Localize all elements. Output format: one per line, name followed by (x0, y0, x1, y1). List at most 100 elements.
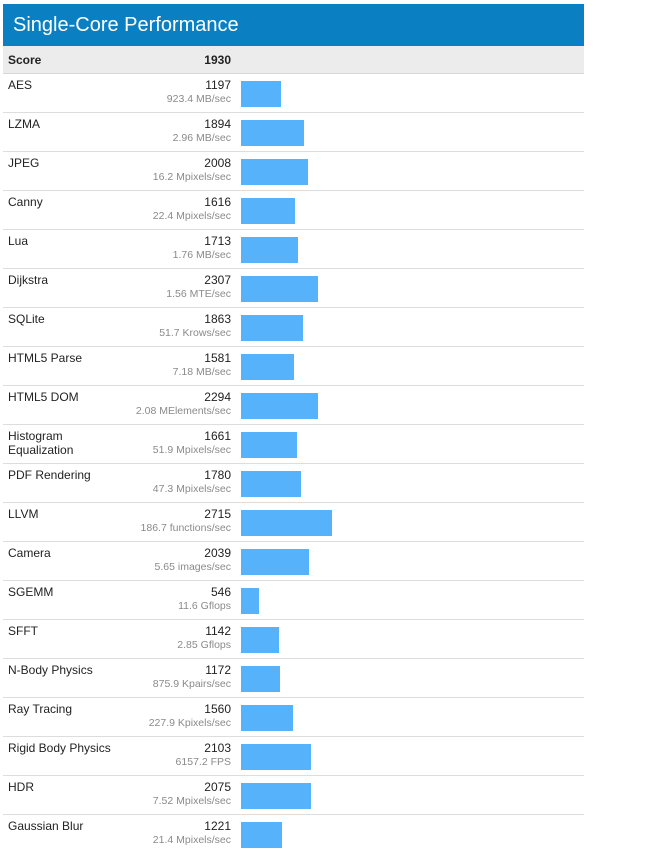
benchmark-row: Gaussian Blur 1221 21.4 Mpixels/sec (3, 815, 584, 854)
benchmark-name: N-Body Physics (8, 663, 93, 677)
benchmark-detail: 7.52 Mpixels/sec (152, 795, 231, 807)
benchmark-row: Canny 1616 22.4 Mpixels/sec (3, 191, 584, 230)
benchmark-detail: 186.7 functions/sec (140, 522, 231, 534)
benchmark-row: Camera 2039 5.65 images/sec (3, 542, 584, 581)
benchmark-detail: 227.9 Kpixels/sec (148, 717, 231, 729)
benchmark-detail: 22.4 Mpixels/sec (152, 210, 231, 222)
benchmark-score: 1581 (204, 351, 231, 365)
benchmark-row: Rigid Body Physics 2103 6157.2 FPS (3, 737, 584, 776)
benchmark-detail: 5.65 images/sec (154, 561, 231, 573)
benchmark-row: SGEMM 546 11.6 Gflops (3, 581, 584, 620)
benchmark-row: AES 1197 923.4 MB/sec (3, 74, 584, 113)
benchmark-detail: 51.9 Mpixels/sec (152, 444, 231, 456)
benchmark-detail: 1.56 MTE/sec (166, 288, 231, 300)
benchmark-name: Gaussian Blur (8, 819, 84, 833)
chart-title: Single-Core Performance (3, 4, 584, 46)
benchmark-detail: 1.76 MB/sec (172, 249, 231, 261)
benchmark-bar (241, 510, 332, 536)
benchmark-detail: 21.4 Mpixels/sec (152, 834, 231, 846)
score-header-row: Score 1930 (3, 46, 584, 74)
benchmark-bar (241, 744, 311, 770)
benchmark-detail: 51.7 Krows/sec (159, 327, 231, 339)
benchmark-score: 2039 (204, 546, 231, 560)
benchmark-detail: 2.85 Gflops (177, 639, 231, 651)
benchmark-row: SQLite 1863 51.7 Krows/sec (3, 308, 584, 347)
overall-score: 1930 (204, 53, 231, 67)
benchmark-bar (241, 198, 295, 224)
benchmark-score: 2103 (204, 741, 231, 755)
benchmark-name: HDR (8, 780, 34, 794)
benchmark-score: 1780 (204, 468, 231, 482)
benchmark-row: JPEG 2008 16.2 Mpixels/sec (3, 152, 584, 191)
benchmark-detail: 16.2 Mpixels/sec (152, 171, 231, 183)
benchmark-bar (241, 783, 311, 809)
benchmark-name: Camera (8, 546, 51, 560)
benchmark-bar (241, 354, 294, 380)
benchmark-bar (241, 588, 259, 614)
benchmark-name: SFFT (8, 624, 38, 638)
benchmark-detail: 875.9 Kpairs/sec (152, 678, 231, 690)
benchmark-score: 1172 (205, 663, 231, 677)
benchmark-name: HTML5 DOM (8, 390, 79, 404)
benchmark-score: 1560 (204, 702, 231, 716)
benchmark-row: N-Body Physics 1172 875.9 Kpairs/sec (3, 659, 584, 698)
benchmark-bar (241, 822, 282, 848)
benchmark-score: 2075 (204, 780, 231, 794)
benchmark-name: Canny (8, 195, 43, 209)
benchmark-score: 2294 (204, 390, 231, 404)
benchmark-score: 1221 (204, 819, 231, 833)
benchmark-bar (241, 237, 298, 263)
benchmark-row: LLVM 2715 186.7 functions/sec (3, 503, 584, 542)
benchmark-score: 1894 (204, 117, 231, 131)
benchmark-bar (241, 81, 281, 107)
benchmark-bar (241, 549, 309, 575)
benchmark-bar (241, 666, 280, 692)
benchmark-score: 1661 (204, 429, 231, 443)
benchmark-score: 2307 (204, 273, 231, 287)
benchmark-name: Lua (8, 234, 29, 248)
benchmark-row: Lua 1713 1.76 MB/sec (3, 230, 584, 269)
benchmark-name: Ray Tracing (8, 702, 73, 716)
benchmark-detail: 47.3 Mpixels/sec (152, 483, 231, 495)
benchmark-bar (241, 315, 303, 341)
benchmark-row: HDR 2075 7.52 Mpixels/sec (3, 776, 584, 815)
benchmark-name: SGEMM (8, 585, 54, 599)
benchmark-row: HTML5 DOM 2294 2.08 MElements/sec (3, 386, 584, 425)
benchmark-detail: 7.18 MB/sec (172, 366, 231, 378)
benchmark-row: PDF Rendering 1780 47.3 Mpixels/sec (3, 464, 584, 503)
benchmark-bar (241, 276, 318, 302)
benchmark-detail: 6157.2 FPS (175, 756, 231, 768)
benchmark-score: 2715 (204, 507, 231, 521)
benchmark-score: 1863 (204, 312, 231, 326)
benchmark-detail: 2.08 MElements/sec (135, 405, 231, 417)
benchmark-bar (241, 432, 297, 458)
benchmark-name: LZMA (8, 117, 41, 131)
benchmark-name: AES (8, 78, 33, 92)
benchmark-name: SQLite (8, 312, 45, 326)
benchmark-detail: 2.96 MB/sec (172, 132, 231, 144)
benchmark-score: 1616 (204, 195, 231, 209)
benchmark-score: 2008 (204, 156, 231, 170)
benchmark-list: AES 1197 923.4 MB/sec LZMA 1894 2.96 MB/sec JP… (3, 74, 584, 854)
single-core-panel: Single-Core Performance Score 1930 AES 11… (3, 4, 584, 854)
benchmark-name: JPEG (8, 156, 40, 170)
benchmark-score: 1142 (205, 624, 231, 638)
benchmark-score: 1713 (204, 234, 231, 248)
benchmark-name: Histogram Equalization (8, 429, 74, 457)
benchmark-row: LZMA 1894 2.96 MB/sec (3, 113, 584, 152)
benchmark-name: PDF Rendering (8, 468, 91, 482)
benchmark-name: Rigid Body Physics (8, 741, 111, 755)
benchmark-name: HTML5 Parse (8, 351, 83, 365)
benchmark-bar (241, 627, 279, 653)
benchmark-name: Dijkstra (8, 273, 49, 287)
benchmark-bar (241, 471, 301, 497)
benchmark-score: 1197 (205, 78, 231, 92)
benchmark-row: Histogram Equalization 1661 51.9 Mpixels/s… (3, 425, 584, 464)
benchmark-score: 546 (210, 585, 231, 599)
benchmark-row: SFFT 1142 2.85 Gflops (3, 620, 584, 659)
score-header-label: Score (8, 53, 42, 67)
benchmark-bar (241, 705, 293, 731)
benchmark-bar (241, 393, 318, 419)
benchmark-detail: 923.4 MB/sec (166, 93, 231, 105)
benchmark-row: HTML5 Parse 1581 7.18 MB/sec (3, 347, 584, 386)
